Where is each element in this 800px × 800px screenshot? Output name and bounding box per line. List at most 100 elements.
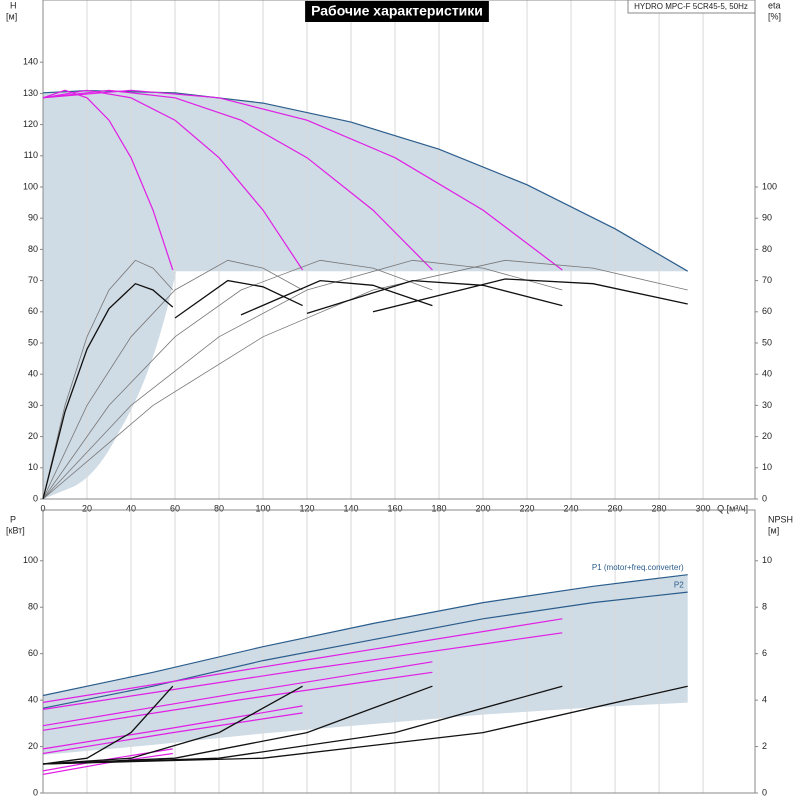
y2-tick-label: 6 [762,648,767,658]
curve [372,278,688,313]
x-tick-label: 100 [256,503,271,513]
y-tick-label: 80 [28,244,38,254]
y-axis-unit: [кВт] [6,525,25,535]
y-tick-label: 0 [33,493,38,503]
x-tick-label: 80 [214,503,224,513]
chart-subtitle: HYDRO MPC-F 5CR45-5, 50Hz [634,2,748,11]
curve [42,685,303,765]
x-tick-label: 260 [608,503,623,513]
y-tick-label: 100 [23,181,38,191]
x-tick-label: 300 [696,503,711,513]
y2-tick-label: 50 [762,337,772,347]
curve-label: P2 [674,580,684,589]
y-tick-label: 70 [28,275,38,285]
y2-tick-label: 100 [762,181,777,191]
y2-tick-label: 70 [762,275,772,285]
y-tick-label: 130 [23,88,38,98]
y2-axis-unit: [%] [768,11,781,21]
y-tick-label: 40 [28,694,38,704]
operating-area [43,250,176,499]
y-tick-label: 140 [23,57,38,67]
curve [42,685,433,765]
curve [42,685,688,765]
curve [42,89,433,271]
plot-frame [42,509,756,794]
x-tick-label: 60 [170,503,180,513]
y2-tick-label: 60 [762,306,772,316]
y2-tick-label: 0 [762,787,767,797]
y-tick-label: 10 [28,462,38,472]
x-tick-label: 220 [520,503,535,513]
y-tick-label: 50 [28,337,38,347]
curve [42,282,174,500]
x-axis-label: Q [м³/ч] [717,503,748,513]
curve [42,89,304,271]
model-box [627,0,756,14]
curve [42,259,563,500]
y-tick-label: 20 [28,741,38,751]
x-tick-label: 180 [432,503,447,513]
y2-tick-label: 10 [762,555,772,565]
curve [42,685,174,765]
y-tick-label: 100 [23,555,38,565]
y2-tick-label: 4 [762,694,767,704]
y2-tick-label: 2 [762,741,767,751]
curve [42,259,688,500]
y2-axis-label: eta [768,0,781,10]
curve [42,259,174,500]
curve [42,574,688,697]
curve [174,279,303,319]
x-tick-label: 140 [344,503,359,513]
y2-tick-label: 10 [762,462,772,472]
y-axis-unit: [м] [6,11,17,21]
curve [42,259,303,500]
chart-title: Рабочие характеристики [311,3,483,19]
curve [42,661,433,727]
operating-area [43,574,688,755]
title-background [305,1,489,22]
curve [42,89,563,271]
x-tick-label: 280 [652,503,667,513]
x-tick-label: 20 [82,503,92,513]
y2-axis-unit: [м] [768,525,779,535]
y-tick-label: 110 [24,150,38,160]
y2-tick-label: 20 [762,431,772,441]
curve [42,705,303,750]
y-axis-label: P [10,514,16,524]
y-tick-label: 90 [28,213,38,223]
operating-area [43,90,688,272]
curve [42,259,433,500]
y2-tick-label: 40 [762,369,772,379]
y-tick-label: 120 [23,119,38,129]
curve [42,89,174,271]
curve [42,591,688,709]
y-tick-label: 60 [28,306,38,316]
y-tick-label: 80 [28,602,38,612]
y-tick-label: 40 [28,369,38,379]
x-tick-label: 120 [300,503,315,513]
y2-tick-label: 0 [762,493,767,503]
y2-tick-label: 8 [762,602,767,612]
y-tick-label: 30 [28,400,38,410]
x-tick-label: 0 [40,503,45,513]
curve [42,712,303,755]
y-axis-label: H [10,0,17,10]
y2-tick-label: 90 [762,213,772,223]
curve [240,279,433,316]
y2-axis-label: NPSH [768,514,793,524]
x-tick-label: 200 [476,503,491,513]
y2-tick-label: 30 [762,400,772,410]
curve [42,618,563,703]
y-tick-label: 60 [28,648,38,658]
x-tick-label: 240 [564,503,579,513]
curve [306,279,563,315]
x-tick-label: 40 [126,503,136,513]
curve [42,671,433,731]
curve [42,632,563,710]
x-tick-label: 160 [388,503,403,513]
y-tick-label: 20 [28,431,38,441]
y2-tick-label: 80 [762,244,772,254]
y-tick-label: 0 [33,787,38,797]
curve-label: P1 (motor+freq.converter) [592,563,684,572]
